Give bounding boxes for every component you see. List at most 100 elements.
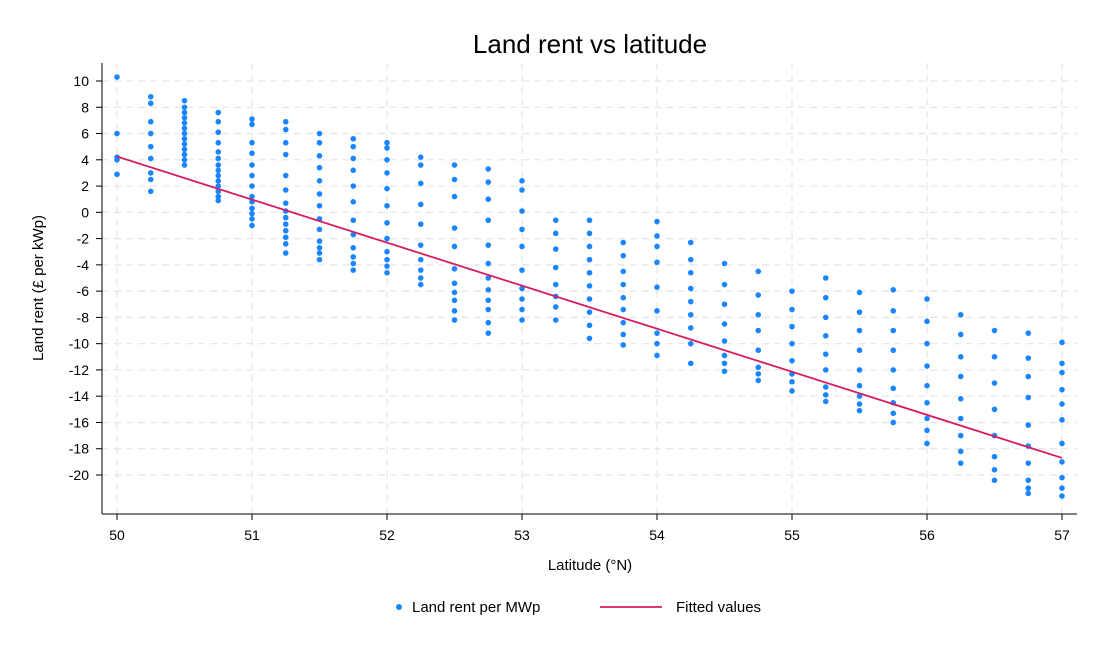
- scatter-point: [552, 304, 559, 310]
- scatter-point: [519, 208, 525, 214]
- scatter-point: [822, 351, 829, 357]
- scatter-point: [924, 399, 930, 406]
- scatter-point: [249, 193, 255, 200]
- scatter-point: [687, 269, 694, 276]
- scatter-point: [114, 74, 120, 80]
- y-tick-label: -6: [77, 283, 90, 299]
- scatter-point: [181, 104, 188, 111]
- scatter-point: [181, 146, 188, 153]
- scatter-point: [485, 319, 492, 326]
- y-tick-label: -12: [69, 362, 89, 378]
- scatter-point: [586, 322, 593, 329]
- scatter-point: [1025, 422, 1032, 428]
- scatter-point: [856, 382, 863, 389]
- scatter-point: [417, 221, 424, 227]
- scatter-point: [957, 311, 964, 318]
- scatter-point: [282, 187, 289, 193]
- scatter-point: [586, 335, 593, 342]
- scatter-point: [181, 109, 188, 116]
- scatter-point: [890, 367, 897, 373]
- scatter-point: [856, 407, 863, 414]
- scatter-point: [384, 170, 390, 176]
- scatter-point: [350, 155, 357, 162]
- scatter-point: [215, 149, 222, 155]
- scatter-point: [586, 296, 593, 302]
- scatter-point: [147, 93, 154, 100]
- y-tick-label: 0: [81, 204, 89, 220]
- scatter-point: [485, 217, 492, 224]
- scatter-point: [1025, 485, 1032, 491]
- scatter-point: [147, 155, 154, 162]
- scatter-point: [519, 178, 525, 184]
- scatter-point: [417, 180, 424, 187]
- scatter-point: [822, 367, 829, 373]
- scatter-point: [384, 269, 390, 276]
- scatter-point: [417, 267, 424, 273]
- scatter-points: [114, 74, 1065, 499]
- scatter-point: [957, 460, 964, 466]
- scatter-point: [316, 130, 323, 137]
- scatter-point: [350, 167, 357, 174]
- scatter-point: [181, 162, 188, 168]
- scatter-point: [316, 164, 323, 171]
- scatter-point: [1059, 440, 1065, 447]
- scatter-point: [890, 410, 897, 417]
- scatter-point: [384, 145, 390, 151]
- scatter-point: [417, 154, 424, 160]
- y-tick-label: 8: [81, 99, 89, 115]
- y-tick-label: 10: [73, 73, 89, 89]
- scatter-point: [181, 135, 188, 142]
- scatter-point: [181, 141, 188, 147]
- scatter-point: [654, 259, 660, 266]
- scatter-point: [755, 371, 762, 377]
- scatter-point: [620, 319, 627, 326]
- scatter-point: [822, 332, 829, 339]
- scatter-point: [350, 217, 357, 224]
- scatter-point: [1059, 417, 1065, 423]
- scatter-point: [350, 183, 357, 189]
- scatter-point: [789, 323, 795, 330]
- scatter-point: [215, 178, 222, 184]
- scatter-point: [519, 317, 525, 323]
- scatter-point: [1025, 490, 1032, 497]
- scatter-point: [147, 118, 154, 125]
- y-tick-label: -2: [77, 231, 90, 247]
- scatter-point: [215, 193, 222, 200]
- scatter-point: [789, 340, 795, 347]
- scatter-point: [114, 130, 120, 137]
- scatter-point: [687, 325, 694, 331]
- scatter-point: [620, 281, 627, 288]
- axes: [101, 63, 1077, 515]
- scatter-point: [282, 126, 289, 133]
- scatter-point: [586, 256, 593, 263]
- scatter-point: [654, 284, 660, 290]
- scatter-point: [586, 269, 593, 276]
- scatter-point: [282, 172, 289, 179]
- scatter-point: [215, 129, 222, 136]
- scatter-point: [654, 218, 660, 225]
- scatter-point: [721, 260, 728, 267]
- scatter-point: [687, 360, 694, 367]
- scatter-point: [417, 242, 424, 248]
- scatter-point: [519, 267, 525, 273]
- scatter-point: [755, 377, 762, 384]
- scatter-point: [924, 340, 930, 347]
- scatter-point: [114, 171, 120, 178]
- scatter-point: [552, 230, 559, 237]
- scatter-point: [384, 202, 390, 209]
- y-tick-label: -4: [77, 257, 90, 273]
- scatter-point: [519, 187, 525, 193]
- scatter-point: [1059, 459, 1065, 465]
- scatter-point: [181, 130, 188, 137]
- scatter-point: [249, 216, 255, 222]
- scatter-point: [654, 308, 660, 314]
- scatter-point: [384, 256, 390, 263]
- scatter-point: [485, 196, 492, 202]
- scatter-point: [586, 243, 593, 250]
- scatter-point: [822, 392, 829, 398]
- y-tick-label: -8: [77, 309, 90, 325]
- scatter-point: [181, 151, 188, 158]
- scatter-point: [1025, 477, 1032, 484]
- scatter-point: [384, 248, 390, 255]
